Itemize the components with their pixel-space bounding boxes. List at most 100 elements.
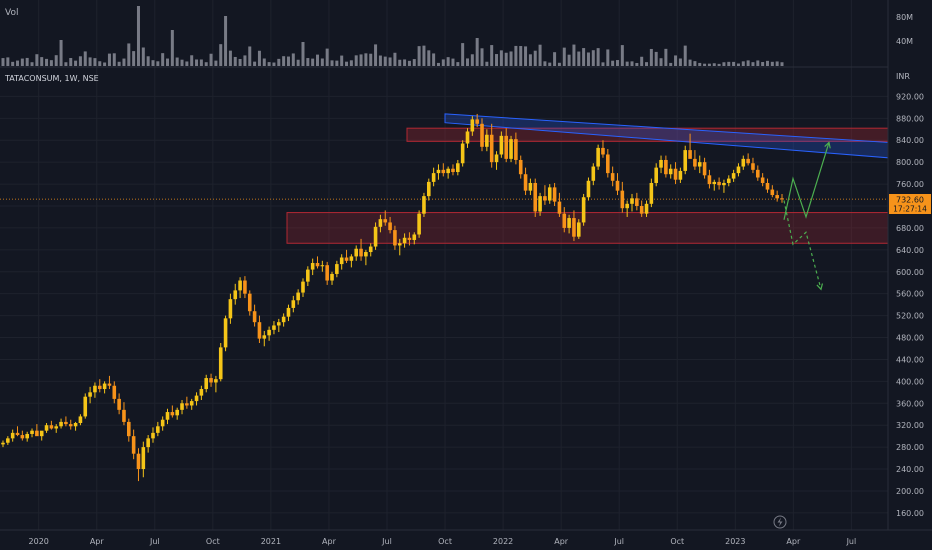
last-price-badge: 732.60 17:27:14 bbox=[889, 194, 931, 214]
candle-body bbox=[581, 197, 586, 223]
volume-bar bbox=[117, 61, 121, 66]
candle-body bbox=[252, 311, 257, 323]
volume-bar bbox=[146, 56, 150, 66]
volume-bar bbox=[88, 57, 92, 66]
candle-body bbox=[436, 169, 441, 174]
volume-bar bbox=[320, 58, 324, 66]
candle-body bbox=[107, 383, 112, 386]
volume-bar bbox=[49, 60, 53, 66]
volume-bar bbox=[427, 50, 431, 66]
candle-body bbox=[557, 201, 562, 214]
candle-body bbox=[441, 169, 446, 174]
time-tick-label: 2020 bbox=[29, 537, 49, 546]
volume-bar bbox=[615, 60, 619, 66]
bearish-projection[interactable] bbox=[783, 200, 822, 290]
volume-bar bbox=[649, 48, 653, 66]
time-tick-label: 2021 bbox=[261, 537, 281, 546]
volume-bar bbox=[209, 53, 213, 66]
candle-body bbox=[678, 170, 683, 180]
candle-body bbox=[683, 150, 688, 171]
volume-bar bbox=[59, 40, 63, 66]
candle-body bbox=[141, 447, 146, 470]
volume-bar bbox=[678, 58, 682, 66]
volume-bar bbox=[369, 53, 373, 66]
bullish-arrow-head bbox=[824, 141, 831, 149]
volume-bar bbox=[456, 62, 460, 66]
support-zone[interactable] bbox=[286, 212, 889, 244]
bullish-projection[interactable] bbox=[783, 142, 830, 220]
volume-bar bbox=[412, 59, 416, 66]
candle-body bbox=[54, 426, 59, 429]
volume-bar bbox=[572, 44, 576, 66]
volume-bar bbox=[170, 30, 174, 66]
candle-body bbox=[668, 168, 673, 175]
candle-body bbox=[489, 134, 494, 163]
time-axis[interactable]: 2020 Apr Jul Oct 2021 Apr Jul Oct 2022 Apr Jul Oct 2… bbox=[29, 537, 857, 546]
candle-body bbox=[160, 419, 165, 427]
volume-bar bbox=[83, 51, 87, 66]
candle-body bbox=[286, 307, 291, 317]
volume-bar bbox=[698, 62, 702, 66]
candle-body bbox=[364, 252, 368, 257]
volume-bar bbox=[533, 50, 537, 66]
candle-body bbox=[572, 218, 576, 237]
volume-bar bbox=[330, 60, 334, 66]
candle-body bbox=[518, 159, 523, 175]
candle-body bbox=[644, 203, 649, 214]
volume-bar bbox=[238, 58, 242, 66]
time-tick-label: Oct bbox=[438, 537, 452, 546]
candle-body bbox=[165, 412, 170, 420]
time-tick-label: Apr bbox=[90, 537, 105, 546]
volume-bar bbox=[291, 53, 295, 66]
volume-bar bbox=[190, 55, 194, 66]
candle-body bbox=[296, 292, 300, 301]
price-tick-label: 480.00 bbox=[896, 334, 924, 343]
candle-body bbox=[543, 196, 547, 201]
candle-body bbox=[78, 416, 83, 424]
candle-body bbox=[693, 158, 697, 167]
volume-bar bbox=[78, 56, 82, 66]
volume-bar bbox=[765, 60, 769, 66]
price-tick-label: 240.00 bbox=[896, 465, 924, 474]
volume-bar bbox=[674, 55, 678, 66]
volume-bar bbox=[219, 44, 223, 66]
volume-bar bbox=[688, 59, 692, 66]
candle-body bbox=[562, 213, 567, 228]
volume-bar bbox=[480, 48, 484, 66]
candle-body bbox=[272, 325, 276, 330]
volume-bar bbox=[383, 56, 387, 66]
candle-body bbox=[49, 425, 54, 429]
flash-icon[interactable] bbox=[773, 515, 787, 529]
candle-body bbox=[475, 119, 479, 124]
candle-body bbox=[552, 187, 557, 202]
candle-body bbox=[736, 166, 741, 174]
candle-body bbox=[39, 430, 44, 437]
symbol-label[interactable]: TATACONSUM, 1W, NSE bbox=[4, 74, 99, 83]
volume-bar bbox=[693, 61, 697, 66]
candle-body bbox=[717, 181, 721, 186]
volume-bar bbox=[548, 62, 552, 66]
candle-body bbox=[97, 385, 102, 390]
candle-body bbox=[257, 322, 262, 339]
candle-body bbox=[189, 401, 194, 406]
candle-body bbox=[68, 424, 73, 427]
candle-body bbox=[209, 378, 213, 383]
volume-bar bbox=[746, 60, 750, 66]
volume-bar bbox=[272, 62, 276, 66]
candle-body bbox=[136, 453, 141, 470]
candle-body bbox=[247, 293, 252, 312]
volume-bar bbox=[586, 52, 590, 66]
volume-bar bbox=[567, 54, 571, 66]
volume-bar bbox=[40, 57, 44, 66]
price-tick-label: 360.00 bbox=[896, 399, 924, 408]
price-axis[interactable]: 920.00880.00840.00800.00760.00720.00680.… bbox=[896, 92, 924, 517]
volume-bar bbox=[470, 54, 474, 66]
candle-body bbox=[480, 123, 484, 147]
volume-bar bbox=[441, 59, 445, 66]
candle-body bbox=[770, 189, 775, 196]
candle-body bbox=[10, 432, 15, 439]
volume-bar bbox=[103, 62, 107, 66]
candle-body bbox=[194, 395, 199, 402]
